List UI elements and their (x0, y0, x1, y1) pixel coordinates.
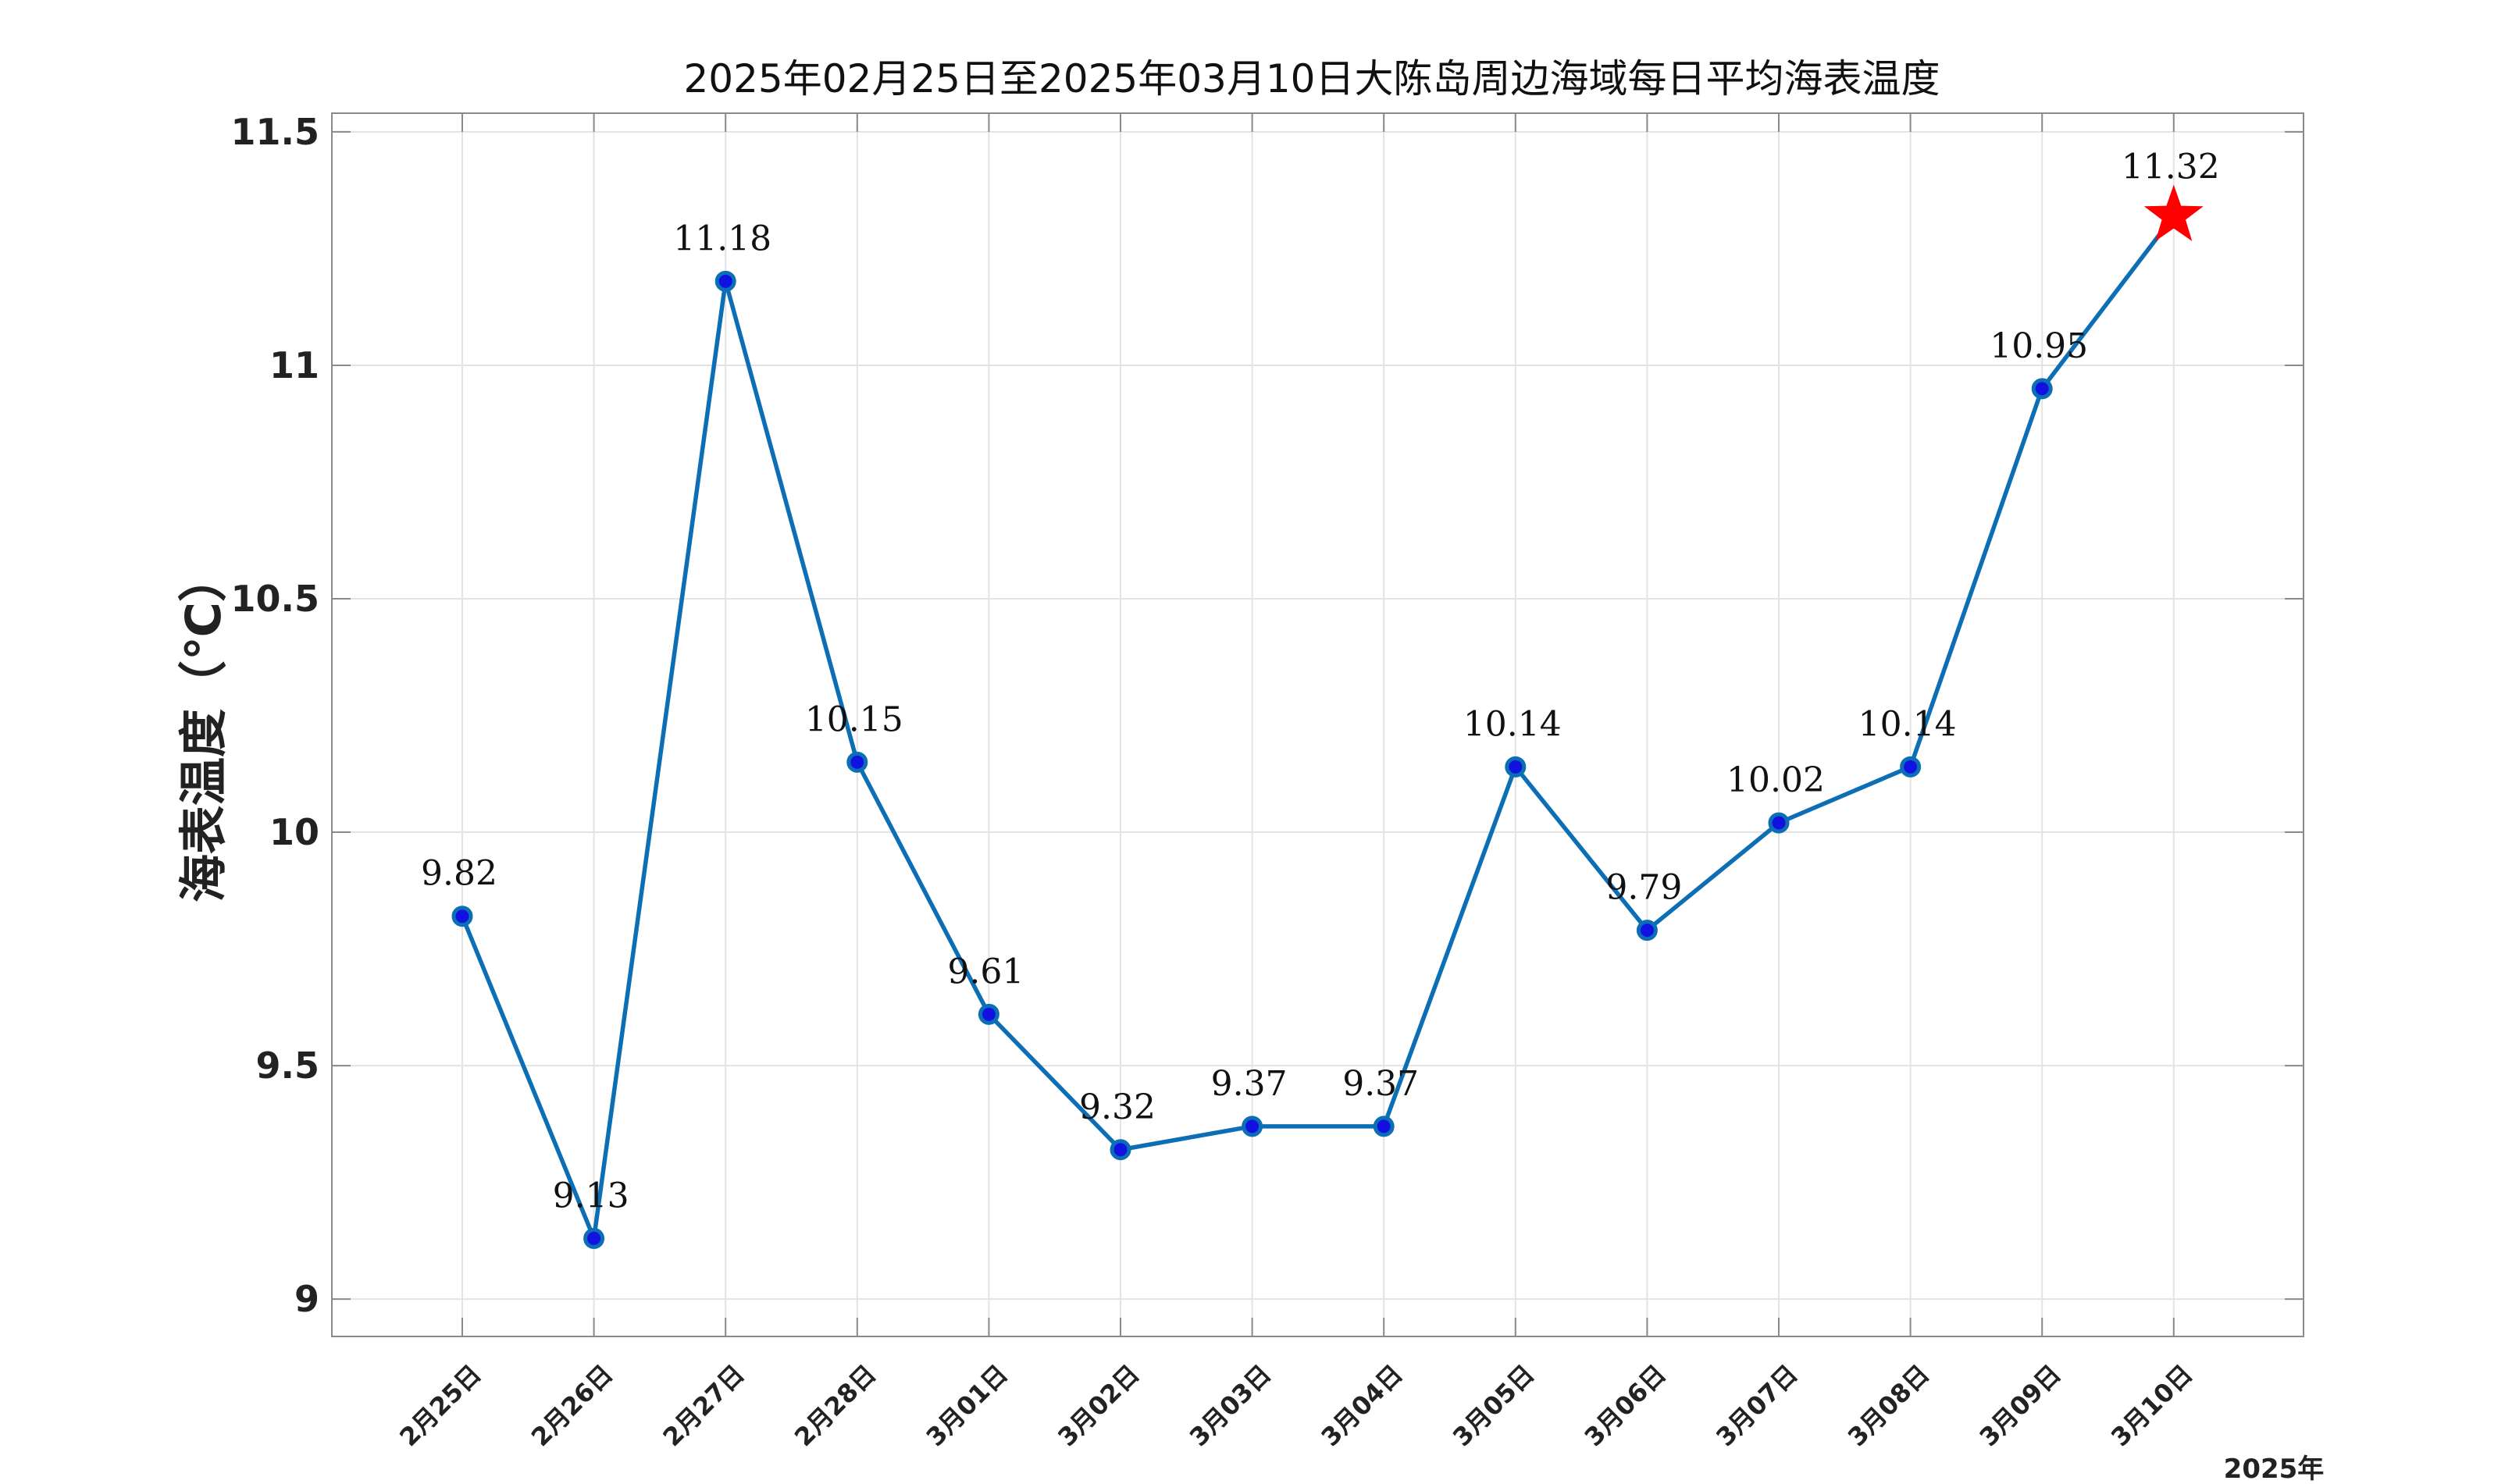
x-tick-label: 2月25日 (394, 1359, 486, 1452)
x-tick-label: 3月07日 (1710, 1359, 1803, 1452)
x-tick-label: 3月02日 (1052, 1359, 1145, 1452)
data-point (451, 906, 473, 927)
series-temperature (451, 184, 2204, 1249)
data-point (846, 751, 868, 773)
data-label: 11.18 (673, 219, 771, 258)
series-line (460, 214, 2175, 1241)
data-point (1505, 756, 1527, 778)
data-point (1373, 1116, 1395, 1137)
x-tick-label: 3月03日 (1184, 1359, 1277, 1452)
data-point (1900, 756, 1922, 778)
x-axis-year-label: 2025年 (2224, 1454, 2325, 1484)
data-label: 11.32 (2122, 148, 2220, 187)
data-point (978, 1003, 999, 1025)
data-label: 9.13 (553, 1176, 629, 1215)
y-tick-label: 11 (269, 344, 319, 386)
x-tick-label: 3月09日 (1973, 1359, 2066, 1452)
x-tick-label: 3月06日 (1579, 1359, 1672, 1452)
axis-ticks (332, 113, 2304, 1336)
data-label: 10.15 (805, 699, 903, 739)
data-point (1242, 1116, 1263, 1137)
x-tick-label: 3月08日 (1842, 1359, 1935, 1452)
x-tick-label: 2月28日 (789, 1359, 882, 1452)
data-point (583, 1227, 605, 1249)
x-tick-label: 3月04日 (1315, 1359, 1408, 1452)
y-tick-label: 10 (269, 811, 319, 853)
data-label: 9.82 (421, 854, 497, 894)
data-point (1110, 1139, 1131, 1161)
y-tick-labels: 9 9.5 10 10.5 11 11.5 (231, 111, 320, 1320)
y-tick-label: 9 (294, 1278, 319, 1320)
data-label: 9.37 (1342, 1064, 1419, 1104)
data-point (1636, 920, 1658, 941)
data-point (714, 270, 736, 292)
x-tick-labels: 2月25日 2月26日 2月27日 2月28日 3月01日 3月02日 3月03日 3月04日… (394, 1359, 2198, 1452)
data-label: 9.79 (1605, 868, 1682, 908)
data-label: 9.32 (1079, 1087, 1156, 1127)
x-tick-label: 2月27日 (657, 1359, 750, 1452)
chart-title: 2025年02月25日至2025年03月10日大陈岛周边海域每日平均海表温度 (684, 56, 1940, 101)
x-tick-label: 3月01日 (921, 1359, 1014, 1452)
data-label: 10.02 (1726, 760, 1825, 800)
data-label: 10.14 (1463, 704, 1562, 744)
plot-area-frame (331, 112, 2304, 1337)
grid (332, 113, 2304, 1336)
y-tick-label: 11.5 (231, 111, 320, 153)
y-tick-label: 9.5 (256, 1044, 320, 1087)
star-marker (2143, 184, 2204, 241)
y-axis-label: 海表温度（℃） (175, 553, 232, 902)
x-tick-label: 3月10日 (2105, 1359, 2198, 1452)
x-tick-label: 2月26日 (526, 1359, 618, 1452)
data-label: 10.14 (1858, 704, 1957, 744)
data-labels: 9.82 9.13 11.18 10.15 9.61 9.32 9.37 9.37 10.14 9… (421, 148, 2220, 1216)
y-tick-label: 10.5 (231, 578, 320, 620)
x-tick-label: 3月05日 (1447, 1359, 1540, 1452)
data-label: 9.37 (1211, 1064, 1288, 1104)
data-label: 9.61 (947, 952, 1024, 991)
data-point (2031, 378, 2053, 400)
data-label: 10.95 (1990, 326, 2088, 366)
data-point (1768, 812, 1790, 834)
